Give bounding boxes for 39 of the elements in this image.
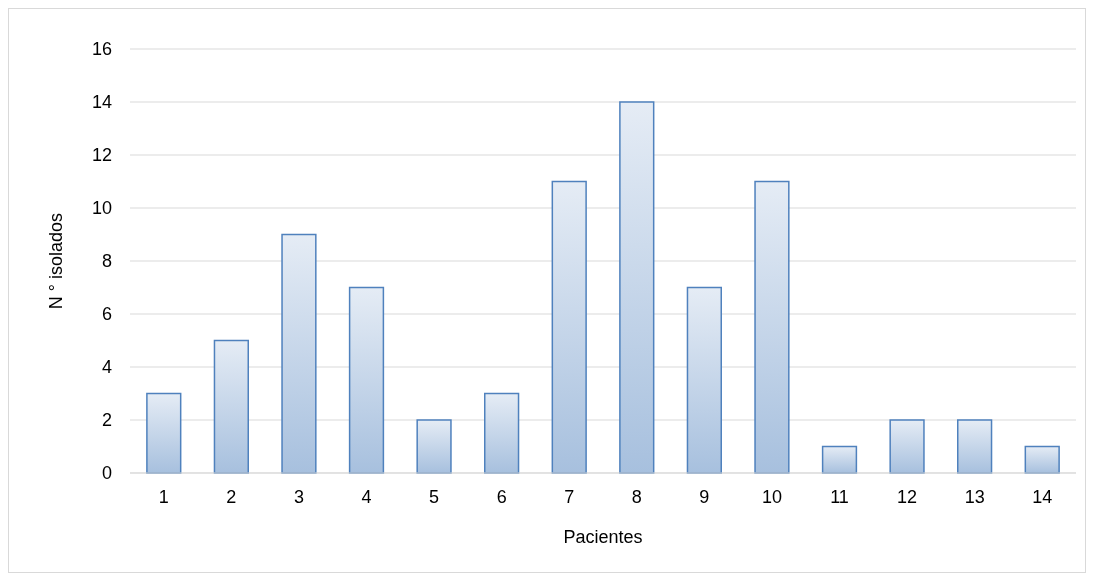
- y-tick-label: 10: [91, 198, 112, 219]
- x-tick-label: 2: [226, 487, 237, 507]
- x-tick-label: 1: [158, 487, 169, 507]
- y-tick-label: 16: [91, 39, 112, 60]
- y-tick-label: 6: [101, 304, 112, 325]
- bar: [146, 392, 182, 474]
- x-tick-label: 8: [631, 487, 642, 507]
- y-tick-label: 14: [91, 92, 112, 113]
- x-tick-label: 9: [699, 487, 710, 507]
- y-tick-label: 4: [101, 357, 112, 378]
- bar: [686, 286, 722, 474]
- bar: [213, 339, 249, 474]
- x-tick-label: 12: [897, 487, 918, 507]
- bar: [957, 419, 993, 474]
- x-tick-label: 5: [429, 487, 440, 507]
- y-tick-label: 12: [91, 145, 112, 166]
- x-axis-title: Pacientes: [563, 527, 643, 547]
- bar: [348, 286, 385, 474]
- y-tick-label: 0: [101, 463, 112, 484]
- x-tick-label: 4: [361, 487, 372, 507]
- x-tick-label: 10: [761, 487, 782, 507]
- bar: [619, 101, 655, 474]
- x-tick-label: 7: [564, 487, 575, 507]
- x-tick-label: 11: [830, 487, 849, 507]
- y-axis-title: N ° isolados: [46, 212, 66, 310]
- bar: [281, 233, 317, 474]
- x-tick-label: 13: [964, 487, 985, 507]
- x-tick-label: 6: [496, 487, 507, 507]
- x-tick-label: 3: [293, 487, 304, 507]
- y-tick-label: 8: [101, 251, 112, 272]
- bar: [551, 180, 587, 474]
- bar: [1024, 445, 1060, 474]
- bar: [889, 419, 925, 474]
- bar: [754, 180, 790, 474]
- bar: [416, 419, 452, 474]
- y-tick-label: 2: [101, 410, 112, 431]
- x-tick-label: 14: [1032, 487, 1053, 507]
- bar: [484, 392, 520, 474]
- bar: [821, 445, 858, 474]
